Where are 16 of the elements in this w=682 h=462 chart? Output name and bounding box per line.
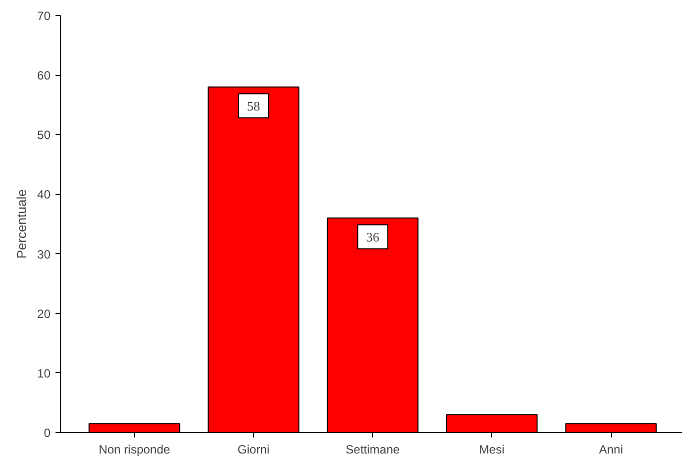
- y-tick-label: 10: [37, 366, 51, 380]
- y-tick-label: 70: [37, 9, 51, 23]
- x-tick-label: Giorni: [238, 442, 270, 456]
- y-tick-label: 30: [37, 247, 51, 262]
- x-tick-label: Anni: [598, 442, 624, 456]
- y-tick-label: 40: [37, 188, 51, 202]
- data-label: 58: [247, 98, 260, 114]
- y-tick-label: 60: [37, 68, 51, 83]
- y-tick-label: 0: [44, 426, 51, 440]
- y-tick-label: 20: [37, 306, 51, 321]
- data-label: 36: [366, 229, 380, 244]
- x-tick-label: Non risponde: [98, 442, 170, 456]
- y-axis-title: Percentuale: [14, 189, 30, 259]
- x-tick-label: Mesi: [479, 442, 505, 456]
- y-tick-label: 50: [37, 128, 51, 142]
- x-tick-label: Settimane: [346, 442, 400, 456]
